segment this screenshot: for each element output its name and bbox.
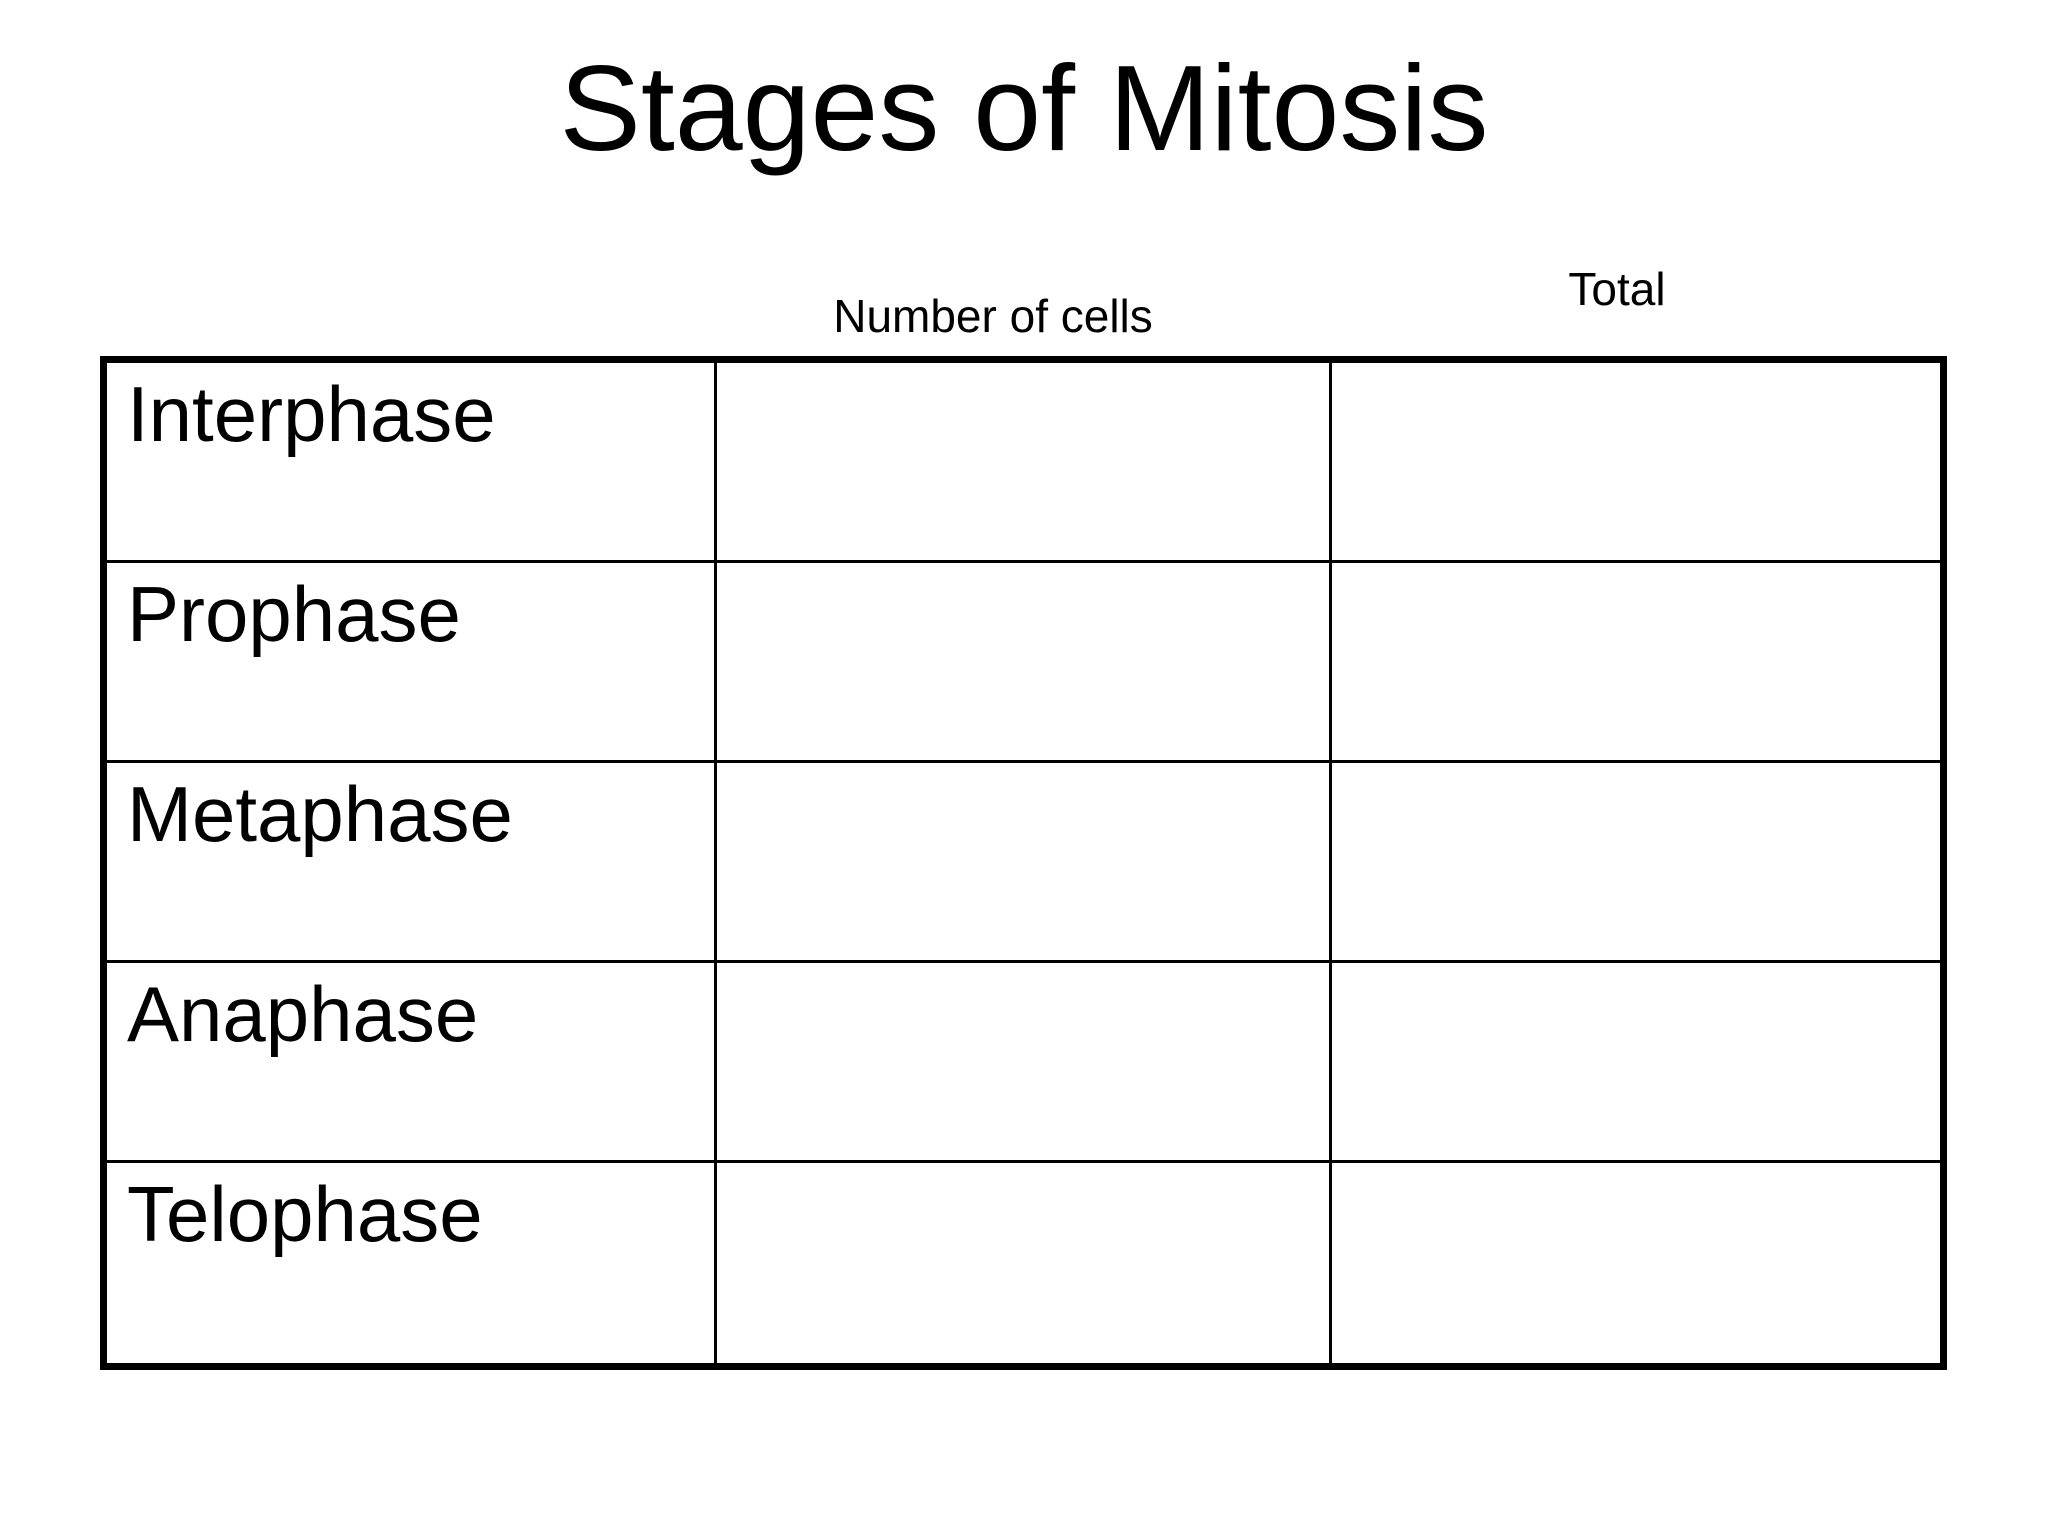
cell-number-of-cells-telophase bbox=[717, 1163, 1332, 1363]
stage-label-telophase: Telophase bbox=[107, 1163, 717, 1363]
cell-total-telophase bbox=[1332, 1163, 1940, 1363]
column-header-total: Total bbox=[1568, 263, 1666, 315]
cell-total-prophase bbox=[1332, 563, 1940, 763]
cell-total-anaphase bbox=[1332, 963, 1940, 1163]
stage-label-prophase: Prophase bbox=[107, 563, 717, 763]
stage-label-interphase: Interphase bbox=[107, 363, 717, 563]
cell-number-of-cells-anaphase bbox=[717, 963, 1332, 1163]
column-header-number-of-cells: Number of cells bbox=[833, 290, 1153, 342]
cell-total-metaphase bbox=[1332, 763, 1940, 963]
stages-table: Interphase Prophase Metaphase Anaphase T… bbox=[100, 356, 1947, 1370]
stage-label-metaphase: Metaphase bbox=[107, 763, 717, 963]
stage-label-anaphase: Anaphase bbox=[107, 963, 717, 1163]
cell-number-of-cells-metaphase bbox=[717, 763, 1332, 963]
cell-number-of-cells-prophase bbox=[717, 563, 1332, 763]
page-title: Stages of Mitosis bbox=[559, 40, 1489, 176]
cell-total-interphase bbox=[1332, 363, 1940, 563]
cell-number-of-cells-interphase bbox=[717, 363, 1332, 563]
